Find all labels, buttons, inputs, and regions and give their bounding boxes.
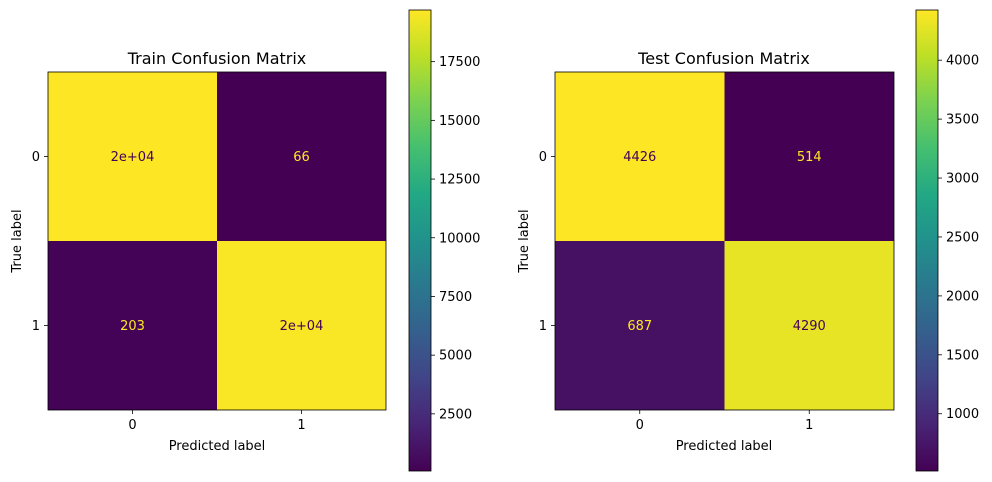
test-cell-label-0-1: 514 xyxy=(797,150,822,165)
train-colorbar-tick-label-0: 2500 xyxy=(439,407,472,422)
test-cell-0-1 xyxy=(724,72,894,241)
train-title: Train Confusion Matrix xyxy=(127,49,307,68)
test-cell-1-1 xyxy=(724,241,894,410)
test-cell-1-0 xyxy=(555,241,725,410)
train-cell-0-0 xyxy=(48,72,217,241)
test-cell-label-0-0: 4426 xyxy=(623,150,656,165)
test-colorbar-tick-label-3: 2500 xyxy=(946,230,979,245)
test-cell-0-0 xyxy=(555,72,725,241)
train-panel: Train Confusion Matrix 2e+04 66 203 2e+04 0 1… xyxy=(10,9,480,472)
train-heatmap: 2e+04 66 203 2e+04 0 1 0 1 xyxy=(32,71,387,433)
train-colorbar-tick-label-2: 7500 xyxy=(439,290,472,305)
train-cell-label-0-1: 66 xyxy=(293,150,310,165)
test-colorbar-tick-label-6: 4000 xyxy=(946,54,979,69)
test-ylabel: True label xyxy=(517,209,532,273)
test-colorbar-tick-label-4: 3000 xyxy=(946,172,979,187)
test-xtick-label-1: 1 xyxy=(805,418,813,433)
test-panel: Test Confusion Matrix 4426 514 687 4290 0 1 0 1… xyxy=(517,9,979,472)
test-colorbar-tick-label-1: 1500 xyxy=(946,348,979,363)
test-heatmap: 4426 514 687 4290 0 1 0 1 xyxy=(539,71,895,433)
test-colorbar: 1000 1500 2000 2500 3000 3500 4000 xyxy=(915,9,979,472)
train-cell-label-0-0: 2e+04 xyxy=(111,150,155,165)
train-ytick-label-1: 1 xyxy=(32,319,40,334)
test-title: Test Confusion Matrix xyxy=(637,49,810,68)
test-colorbar-tick-label-0: 1000 xyxy=(946,407,979,422)
train-colorbar-tick-label-1: 5000 xyxy=(439,349,472,364)
train-ylabel: True label xyxy=(10,209,25,273)
train-colorbar-tick-label-4: 12500 xyxy=(439,173,480,188)
test-ytick-label-1: 1 xyxy=(539,319,547,334)
train-colorbar-tick-label-5: 15000 xyxy=(439,114,480,129)
train-cell-label-1-0: 203 xyxy=(120,319,145,334)
train-xtick-label-0: 0 xyxy=(128,418,136,433)
train-cell-1-0 xyxy=(48,241,217,410)
train-axes-frame xyxy=(47,71,387,411)
test-colorbar-tick-label-2: 2000 xyxy=(946,289,979,304)
train-colorbar: 2500 5000 7500 10000 12500 15000 17500 xyxy=(408,9,480,472)
test-colorbar-tick-label-5: 3500 xyxy=(946,113,979,128)
train-cell-0-1 xyxy=(217,72,386,241)
train-cell-label-1-1: 2e+04 xyxy=(280,319,324,334)
test-xtick-label-0: 0 xyxy=(636,418,644,433)
test-cell-label-1-0: 687 xyxy=(627,319,652,334)
test-xlabel: Predicted label xyxy=(676,439,773,454)
train-ytick-label-0: 0 xyxy=(32,150,40,165)
train-xtick-label-1: 1 xyxy=(297,418,305,433)
train-xlabel: Predicted label xyxy=(169,439,266,454)
train-colorbar-tick-label-6: 17500 xyxy=(439,55,480,70)
test-axes-frame xyxy=(554,71,895,411)
test-colorbar-gradient xyxy=(915,9,939,472)
train-colorbar-gradient xyxy=(408,9,432,472)
test-ytick-label-0: 0 xyxy=(539,150,547,165)
train-colorbar-tick-label-3: 10000 xyxy=(439,231,480,246)
test-cell-label-1-1: 4290 xyxy=(793,319,826,334)
train-cell-1-1 xyxy=(217,241,386,410)
